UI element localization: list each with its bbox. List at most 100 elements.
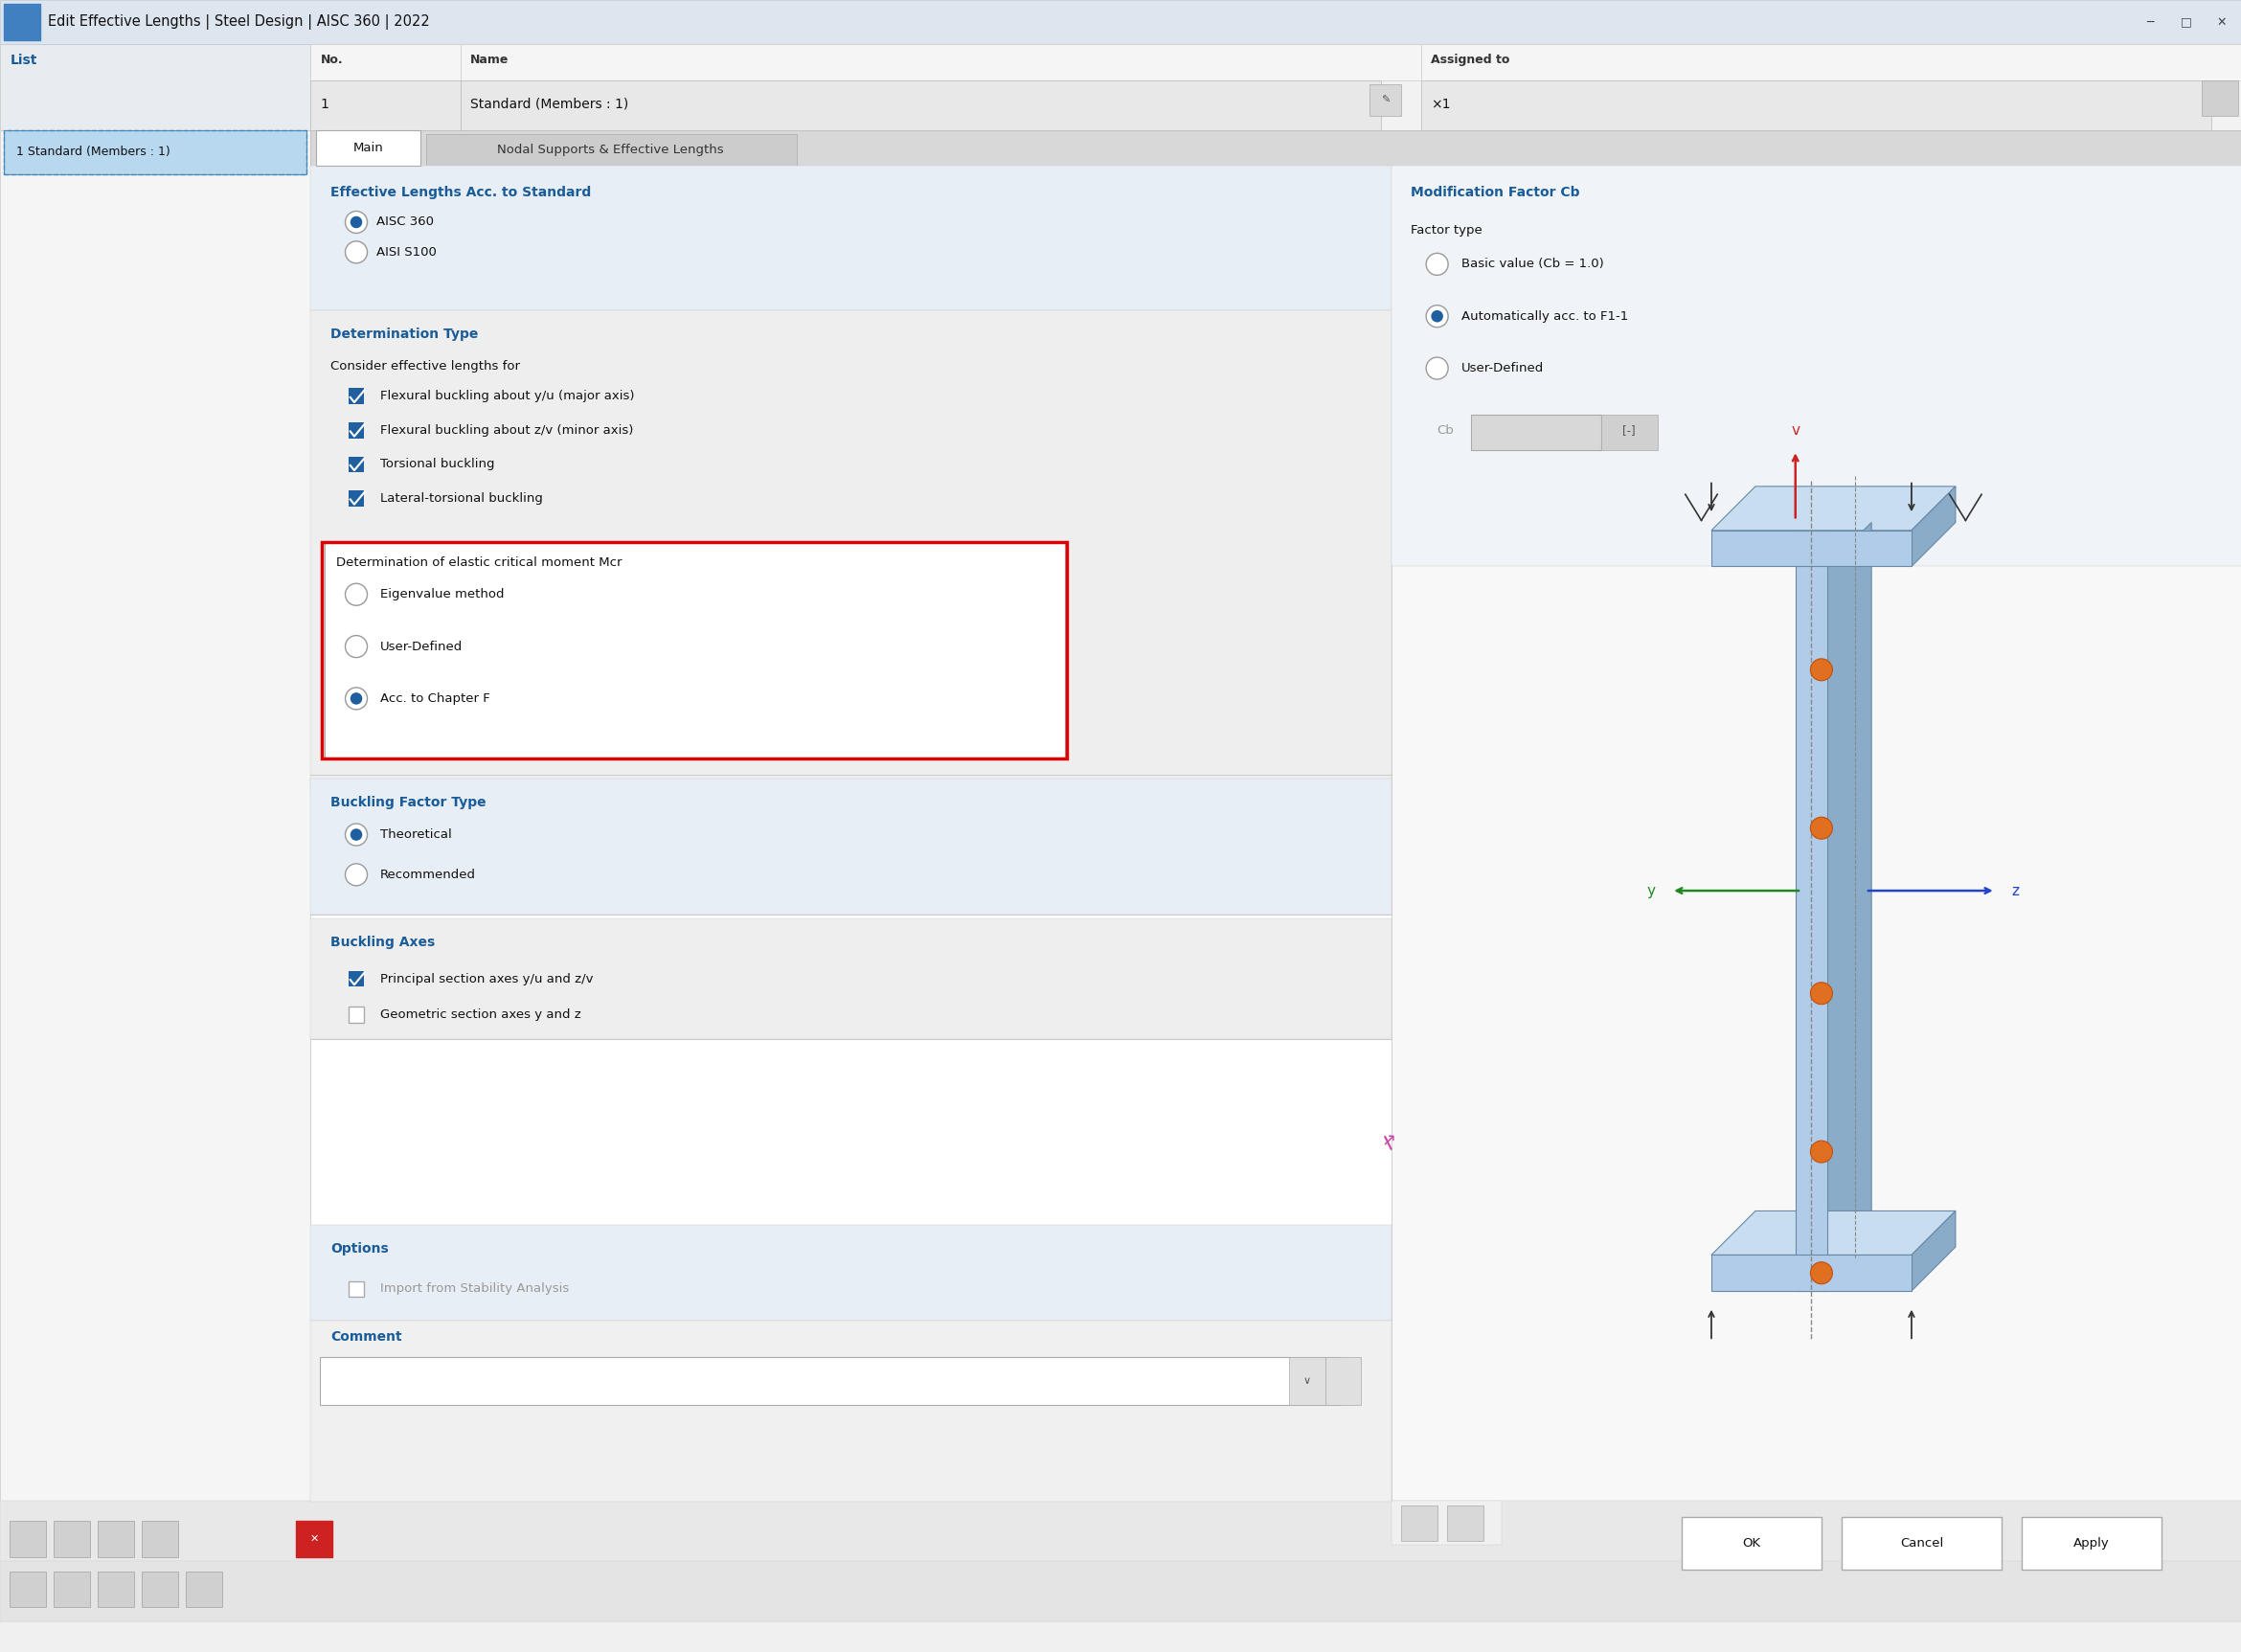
Text: Apply: Apply [2073,1536,2109,1550]
Text: Eigenvalue method: Eigenvalue method [381,588,504,601]
Bar [4,131,307,173]
Circle shape [345,864,368,885]
Bar [1289,1356,1324,1406]
Text: Assigned to: Assigned to [1432,55,1510,66]
Text: User-Defined: User-Defined [381,641,464,653]
Circle shape [350,216,363,228]
Bar [325,542,1064,758]
Bar [1392,1502,1501,1545]
Text: Consider effective lengths for: Consider effective lengths for [329,360,520,372]
Bar [141,1571,177,1607]
Text: User-Defined: User-Defined [1461,362,1544,375]
Circle shape [345,583,368,606]
Text: ✕: ✕ [309,1535,318,1545]
Bar [309,167,1392,311]
Circle shape [1811,983,1833,1004]
Circle shape [345,241,368,263]
Text: Factor type: Factor type [1412,225,1484,236]
Text: Recommended: Recommended [381,869,475,881]
Text: Standard (Members : 1): Standard (Members : 1) [471,97,630,111]
Circle shape [345,824,368,846]
Text: Geometric section axes y and z: Geometric section axes y and z [381,1009,580,1021]
Bar [0,0,2241,45]
Text: Effective Lengths Acc. to Standard: Effective Lengths Acc. to Standard [329,185,592,198]
Polygon shape [1712,486,1956,530]
Text: Nodal Supports & Effective Lengths: Nodal Supports & Effective Lengths [498,144,724,157]
Bar [0,45,309,131]
Text: Theoretical: Theoretical [381,828,453,841]
Text: Modification Factor Cb: Modification Factor Cb [1412,185,1580,198]
Text: Cb: Cb [1436,425,1454,436]
Bar [309,45,459,79]
Circle shape [1811,818,1833,839]
Text: Lateral-torsional buckling: Lateral-torsional buckling [381,492,542,504]
Text: Main: Main [354,142,383,154]
Bar [2021,1517,2163,1569]
Polygon shape [1712,1211,1956,1256]
Text: OK: OK [1741,1536,1761,1550]
Text: ↗: ↗ [1383,1132,1396,1150]
Bar [2201,79,2239,116]
Bar [1421,79,2212,131]
Circle shape [350,692,363,704]
Circle shape [1811,659,1833,681]
Text: y: y [1647,884,1656,899]
Circle shape [1425,306,1448,327]
Text: Acc. to Chapter F: Acc. to Chapter F [381,692,491,705]
Text: Buckling Axes: Buckling Axes [329,937,435,950]
Bar [1712,530,1912,567]
Text: Name: Name [471,55,509,66]
Circle shape [345,687,368,710]
Bar [323,542,1067,758]
Bar [1842,1517,2001,1569]
Bar [320,1356,1340,1406]
Text: Determination of elastic critical moment Mcr: Determination of elastic critical moment… [336,557,623,568]
Text: 1 Standard (Members : 1): 1 Standard (Members : 1) [16,145,170,159]
Bar [1470,415,1602,451]
Bar [459,45,1421,79]
Bar [1795,530,1826,1290]
Text: □: □ [2180,17,2192,28]
Bar [1448,1505,1484,1541]
Text: AISI S100: AISI S100 [376,246,437,258]
Polygon shape [1912,486,1956,567]
Bar [0,1561,2241,1621]
Circle shape [1432,311,1443,322]
Text: ✎: ✎ [1380,96,1389,104]
Text: Automatically acc. to F1-1: Automatically acc. to F1-1 [1461,311,1627,322]
Text: Basic value (Cb = 1.0): Basic value (Cb = 1.0) [1461,258,1605,271]
Text: Comment: Comment [329,1330,401,1343]
Bar [347,456,365,472]
Text: AISC 360: AISC 360 [376,216,435,228]
Bar [309,1224,1392,1322]
Text: ×1: ×1 [1432,97,1450,111]
Bar [316,131,421,167]
Circle shape [1425,357,1448,380]
Text: Options: Options [329,1242,388,1256]
Bar [99,1571,134,1607]
Bar [309,919,1392,1039]
Bar [1401,1505,1436,1541]
Bar [347,388,365,405]
Bar [1681,1517,1822,1569]
Bar [1602,415,1658,451]
Text: Principal section axes y/u and z/v: Principal section axes y/u and z/v [381,973,594,985]
Bar [347,1280,365,1297]
Text: List: List [9,53,38,66]
Bar [4,131,307,173]
Bar [309,167,1392,1502]
Text: v: v [1791,423,1800,438]
Bar [141,1521,177,1558]
Text: Flexural buckling about y/u (major axis): Flexural buckling about y/u (major axis) [381,390,634,403]
Bar [347,491,365,507]
Bar [459,79,1380,131]
Circle shape [345,636,368,657]
Bar [1392,167,2241,567]
Bar [99,1521,134,1558]
Bar [1392,167,2241,1502]
Bar [0,45,2241,131]
Bar [347,1006,365,1023]
Text: [-]: [-] [1622,425,1636,436]
Bar [426,134,796,167]
Bar [347,423,365,438]
